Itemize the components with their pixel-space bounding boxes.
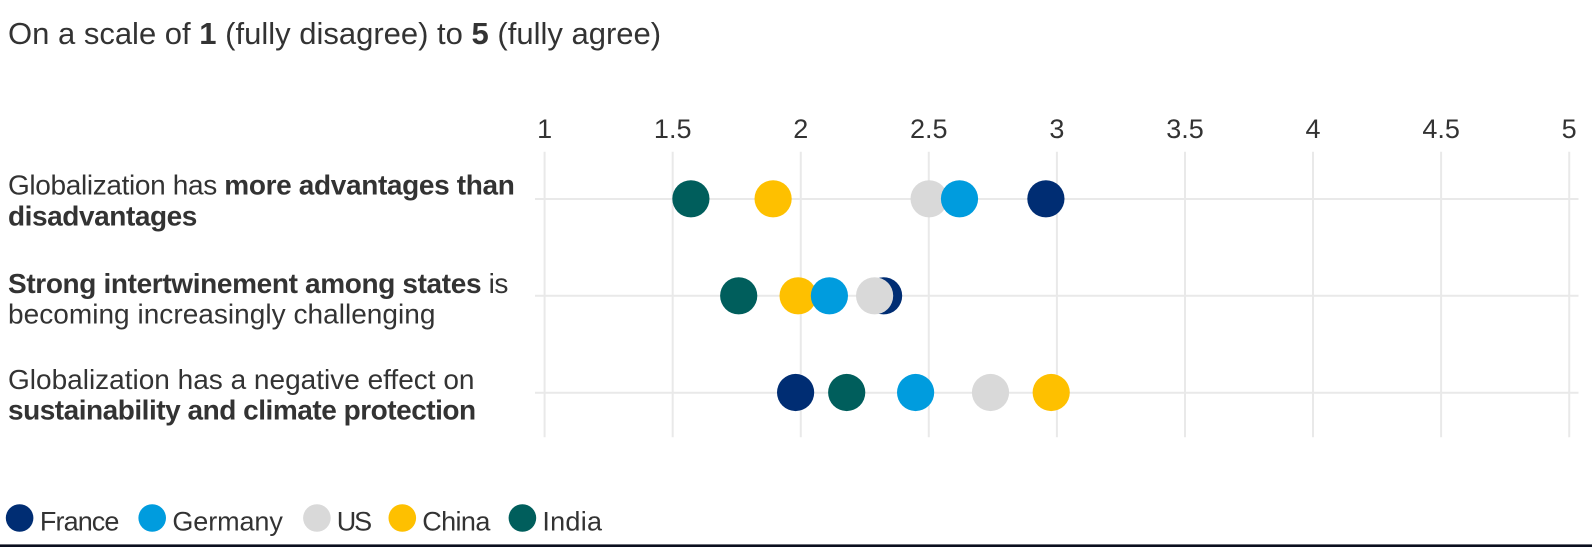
svg-text:4.5: 4.5 <box>1422 114 1460 144</box>
svg-text:disadvantages: disadvantages <box>8 201 197 232</box>
svg-text:5: 5 <box>1562 114 1577 144</box>
svg-text:US: US <box>337 506 371 536</box>
svg-text:China: China <box>422 506 491 536</box>
svg-text:1: 1 <box>537 114 552 144</box>
svg-text:Globalization has a negative e: Globalization has a negative effect on <box>8 364 474 395</box>
svg-text:3.5: 3.5 <box>1166 114 1204 144</box>
svg-text:France: France <box>40 506 119 536</box>
svg-text:1.5: 1.5 <box>654 114 692 144</box>
svg-text:2.5: 2.5 <box>910 114 948 144</box>
svg-text:4: 4 <box>1305 114 1320 144</box>
svg-text:3: 3 <box>1049 114 1064 144</box>
svg-text:India: India <box>542 506 603 536</box>
svg-text:Germany: Germany <box>172 506 283 536</box>
svg-text:becoming increasingly challeng: becoming increasingly challenging <box>8 298 435 329</box>
svg-text:Globalization has more advanta: Globalization has more advantages than <box>8 170 514 201</box>
svg-text:sustainability and climate pro: sustainability and climate protection <box>8 395 476 426</box>
svg-text:Strong intertwinement among st: Strong intertwinement among states is <box>8 268 508 299</box>
svg-text:On a scale of 1 (fully disagre: On a scale of 1 (fully disagree) to 5 (f… <box>8 16 661 51</box>
svg-text:2: 2 <box>793 114 808 144</box>
